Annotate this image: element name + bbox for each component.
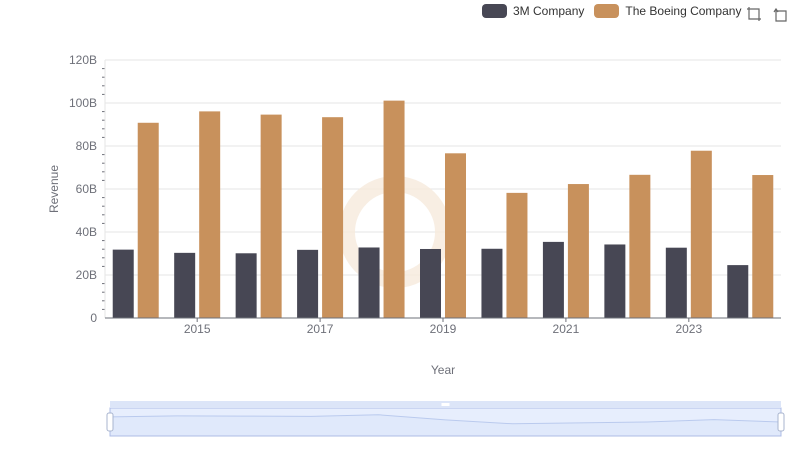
legend-item-boeing[interactable]: The Boeing Company: [594, 4, 741, 18]
zoom-icon[interactable]: [746, 6, 762, 22]
x-tick-label: 2017: [307, 322, 334, 336]
x-axis-title: Year: [431, 363, 455, 377]
y-axis-title: Revenue: [47, 165, 61, 213]
y-tick-label: 100B: [69, 96, 97, 110]
bar-3m[interactable]: [174, 252, 196, 318]
zoom-handle-start[interactable]: [106, 412, 114, 432]
y-tick-label: 80B: [76, 139, 97, 153]
bar-3m[interactable]: [420, 248, 441, 318]
legend-label-3m: 3M Company: [513, 4, 585, 18]
bar-boeing[interactable]: [629, 174, 651, 318]
bar-boeing[interactable]: [137, 122, 159, 318]
bars: [112, 100, 774, 318]
bar-boeing[interactable]: [445, 153, 466, 318]
x-axis: 2015 2017 2019 2021 2023: [105, 317, 781, 336]
bar-3m[interactable]: [358, 247, 380, 318]
bar-3m[interactable]: [481, 248, 503, 318]
data-zoom-slider[interactable]: [106, 401, 785, 437]
bar-boeing[interactable]: [383, 100, 405, 318]
bar-3m[interactable]: [665, 247, 687, 318]
zoom-handle-end[interactable]: [777, 412, 785, 432]
bar-boeing[interactable]: [199, 111, 221, 318]
y-tick-label: 20B: [76, 268, 97, 282]
legend-item-3m[interactable]: 3M Company: [482, 4, 584, 18]
y-tick-label: 120B: [69, 53, 97, 67]
bar-3m[interactable]: [235, 253, 257, 318]
x-tick-label: 2019: [430, 322, 457, 336]
bar-boeing[interactable]: [260, 114, 282, 318]
legend-swatch-boeing: [594, 4, 620, 18]
bar-boeing[interactable]: [506, 192, 528, 318]
bar-3m[interactable]: [112, 249, 134, 318]
legend: 3M Company The Boeing Company: [482, 4, 741, 18]
toolbox: [746, 6, 788, 22]
bar-boeing[interactable]: [567, 184, 589, 318]
y-tick-label: 0: [90, 311, 97, 325]
legend-swatch-3m: [482, 4, 507, 18]
y-tick-label: 60B: [76, 182, 97, 196]
y-axis: 0 20B 40B 60B 80B 100B 120B: [69, 53, 106, 325]
zoom-move-grip-icon: [441, 403, 450, 406]
x-tick-label: 2023: [675, 322, 702, 336]
x-tick-label: 2015: [184, 322, 211, 336]
bar-3m[interactable]: [604, 244, 626, 318]
bar-3m[interactable]: [297, 249, 319, 318]
x-tick-label: 2021: [553, 322, 580, 336]
zoom-selection[interactable]: [109, 407, 782, 437]
bar-boeing[interactable]: [690, 150, 712, 318]
bar-boeing[interactable]: [322, 117, 344, 318]
restore-icon[interactable]: [772, 6, 788, 22]
bar-boeing[interactable]: [752, 175, 774, 318]
bar-3m[interactable]: [727, 265, 749, 318]
bar-3m[interactable]: [542, 241, 564, 318]
legend-label-boeing: The Boeing Company: [625, 4, 742, 18]
y-tick-label: 40B: [76, 225, 97, 239]
